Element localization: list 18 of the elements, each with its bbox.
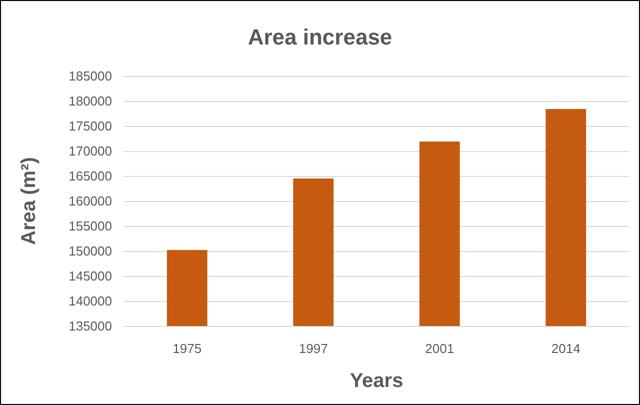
y-tick-label: 135000 [68,318,112,334]
x-axis-title: Years [350,370,404,392]
y-tick-label: 150000 [68,244,112,258]
y-tick-label: 140000 [68,294,112,308]
y-tick-label: 145000 [68,268,112,284]
y-tick-label: 180000 [68,94,112,108]
y-tick-label: 185000 [68,68,112,84]
chart-title: Area increase [248,24,392,50]
x-tick-label: 2001 [425,341,454,356]
y-tick-label: 170000 [68,144,112,158]
y-tick-label: 155000 [68,218,112,234]
y-tick-label: 165000 [68,168,112,184]
x-tick-label: 1997 [298,341,328,356]
y-tick-label: 175000 [68,118,112,134]
x-tick-label: 2014 [551,341,580,356]
y-tick-label: 160000 [68,194,112,208]
x-tick-label: 1975 [172,341,202,356]
y-axis-title: Area (m²) [18,157,40,245]
